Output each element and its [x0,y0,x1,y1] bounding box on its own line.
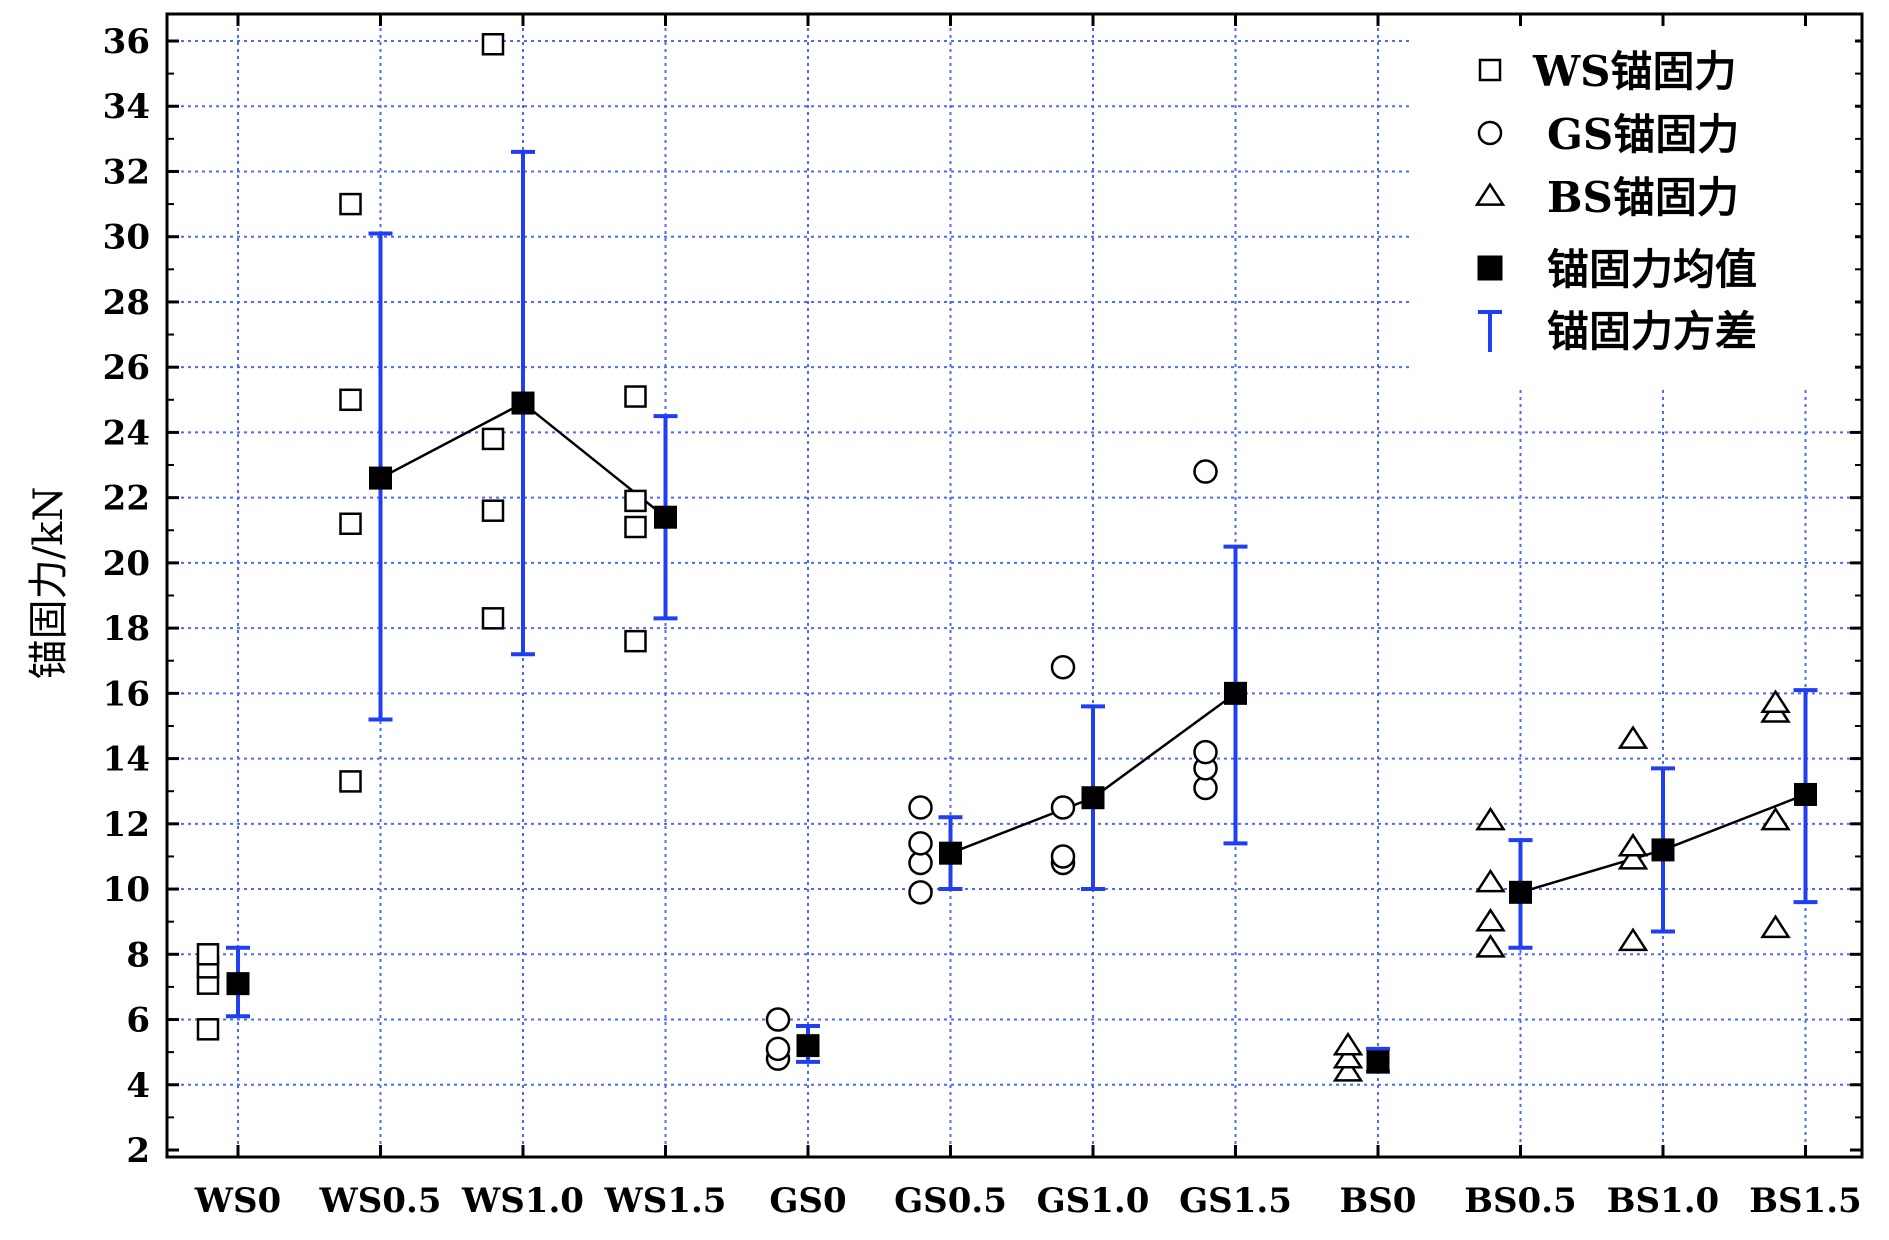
mean-point [1509,880,1532,904]
x-tick-label: GS1.5 [1179,1181,1292,1221]
y-tick-label: 24 [103,413,150,453]
y-tick-label: 12 [103,805,150,845]
y-tick-label: 6 [126,1001,150,1041]
sample-point [339,192,362,216]
x-tick-label: WS0.5 [319,1181,442,1221]
sample-point [624,629,647,653]
sample-point [1475,933,1506,958]
sample-point [1617,927,1649,952]
y-axis-label: 锚固力/kN [26,487,72,680]
mean-point [1651,838,1675,862]
sample-point [1332,1044,1364,1069]
x-tick-label: GS0 [769,1181,846,1221]
mean-point [1366,1050,1390,1074]
mean-point [511,391,535,415]
sample-point [1193,459,1218,484]
y-tick-label: 34 [103,87,150,127]
legend-marker [1478,58,1502,82]
sample-point [339,770,362,793]
y-tick-label: 36 [103,22,150,62]
y-tick-label: 26 [103,348,150,388]
y-tick-label: 4 [126,1066,150,1106]
mean-point [1224,681,1247,705]
data-series [196,33,1818,1082]
y-tick-label: 20 [103,544,150,584]
sample-point [1475,907,1506,932]
sample-point [624,385,647,408]
sample-point [1760,689,1791,714]
legend-background [1445,30,1855,385]
x-tick-label: GS1.0 [1037,1181,1150,1221]
sample-point [1760,914,1791,939]
sample-point [1475,868,1506,893]
sample-point [481,427,505,451]
sample-point [908,880,933,905]
mean-point [939,841,962,865]
sample-point [1332,1057,1364,1082]
legend-label: 锚固力均值 [1547,245,1757,294]
sample-point [1050,655,1076,680]
sample-point [1617,845,1649,870]
sample-point [196,1018,220,1041]
mean-point [1081,786,1105,810]
y-tick-label: 8 [126,935,150,975]
x-tick-label: BS0.5 [1464,1181,1576,1221]
sample-point [1050,844,1076,869]
x-tick-label: BS0 [1340,1181,1417,1221]
y-tick-label: 2 [126,1131,150,1171]
legend-label: 锚固力方差 [1547,307,1757,356]
sample-point [1760,806,1791,831]
y-tick-label: 18 [103,609,150,649]
sample-point [1332,1031,1364,1056]
mean-point [796,1034,820,1058]
legend-marker [1474,182,1506,206]
sample-point [908,795,933,820]
y-tick-label: 10 [103,870,150,910]
sample-point [481,499,505,522]
x-tick-label: WS0 [194,1181,281,1221]
x-tick-label: GS0.5 [894,1181,1007,1221]
x-tick-label: WS1.0 [461,1181,584,1221]
sample-point [1475,806,1506,831]
sample-point [908,831,933,856]
sample-point [1617,832,1649,857]
y-tick-label: 28 [103,283,150,323]
legend-label: GS锚固力 [1547,110,1739,159]
x-tick-label: BS1.5 [1749,1181,1861,1221]
x-tick-label: WS1.5 [604,1181,727,1221]
sample-point [196,943,220,966]
sample-point [765,1007,791,1032]
sample-point [481,607,505,630]
sample-point [1050,795,1076,820]
sample-point [624,515,647,539]
grid-lines [167,14,1862,1157]
y-tick-label: 32 [103,152,150,192]
mean-point [1794,782,1817,806]
y-tick-label: 16 [103,674,150,714]
plot-frame [165,12,1864,1159]
x-tick-label: BS1.0 [1607,1181,1719,1221]
sample-point [339,512,362,535]
sample-point [339,388,362,412]
legend-label: BS锚固力 [1547,173,1739,222]
y-tick-label: 30 [103,218,150,258]
y-tick-label: 14 [103,740,150,780]
mean-point [654,505,677,529]
legend-label: WS锚固力 [1532,47,1737,96]
y-tick-label: 22 [103,479,150,519]
sample-point [765,1036,791,1062]
mean-point [369,466,392,490]
legend-marker [1477,120,1503,146]
sample-point [1193,739,1218,765]
mean-point [226,972,250,996]
sample-point [624,489,647,513]
sample-point [481,33,505,56]
legend-marker [1477,255,1503,281]
sample-point [1617,725,1649,749]
